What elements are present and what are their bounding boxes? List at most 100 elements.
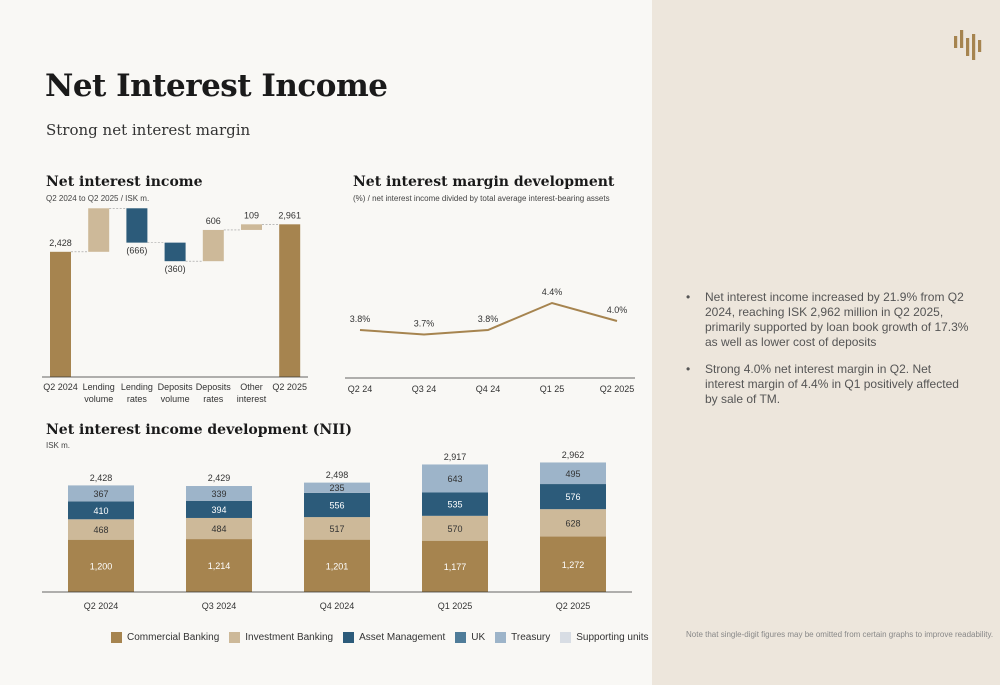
waterfall-tick-label: Other [240, 382, 263, 392]
summary-bullets: Net interest income increased by 21.9% f… [686, 290, 971, 419]
nii-chart-subtitle: ISK m. [46, 441, 71, 450]
nii-bar-segment [304, 482, 370, 493]
nii-bar-segment [540, 536, 606, 592]
nii-segment-label: 339 [211, 489, 226, 499]
waterfall-tick-label: rates [203, 394, 224, 404]
nii-chart-title: Net interest income development (NII) [46, 422, 352, 438]
nii-bar-segment [540, 484, 606, 510]
page-subtitle: Strong net interest margin [46, 121, 251, 139]
margin-value-label: 3.8% [478, 314, 499, 324]
waterfall-bar [126, 208, 148, 243]
waterfall-tick-label: Lending [121, 382, 153, 392]
nii-tick-label: Q2 2025 [556, 601, 591, 611]
waterfall-tick-label: rates [127, 394, 148, 404]
nii-total-label: 2,428 [90, 473, 113, 483]
waterfall-value-label: 606 [206, 216, 221, 226]
waterfall-tick-label: Q2 2024 [43, 382, 78, 392]
margin-value-label: 3.7% [414, 319, 435, 329]
nii-segment-label: 484 [211, 524, 226, 534]
margin-tick-label: Q2 24 [348, 384, 373, 394]
margin-value-label: 3.8% [350, 314, 371, 324]
nii-bar-segment [304, 539, 370, 592]
waterfall-tick-label: volume [161, 394, 190, 404]
nii-segment-label: 410 [93, 506, 108, 516]
waterfall-subtitle: Q2 2024 to Q2 2025 / ISK m. [46, 194, 150, 203]
nii-bar-segment [422, 515, 488, 541]
legend-item-uk: UK [455, 632, 485, 643]
legend-item-treasury: Treasury [495, 632, 550, 643]
nii-bar-segment [186, 486, 252, 501]
waterfall-tick-label: Lending [83, 382, 115, 392]
nii-segment-label: 1,200 [90, 561, 113, 571]
waterfall-title: Net interest income [46, 174, 203, 190]
nii-tick-label: Q2 2024 [84, 601, 119, 611]
nii-total-label: 2,917 [444, 452, 467, 462]
nii-bar-segment [186, 500, 252, 518]
nii-segment-label: 367 [93, 489, 108, 499]
margin-tick-label: Q4 24 [476, 384, 501, 394]
nii-segment-label: 468 [93, 525, 108, 535]
nii-segment-label: 394 [211, 505, 226, 515]
legend-swatch-supporting [560, 632, 572, 643]
bank-logo-icon [954, 30, 982, 60]
legend-item-supporting: Supporting units [560, 632, 649, 643]
nii-total-label: 2,962 [562, 450, 585, 460]
legend-swatch-investment [229, 632, 241, 643]
legend-item-asset: Asset Management [343, 632, 445, 643]
nii-bar-segment [304, 492, 370, 518]
nii-bar-segment [186, 517, 252, 540]
waterfall-bar [164, 242, 186, 262]
waterfall-value-label: 109 [244, 210, 259, 220]
nii-segment-label: 628 [565, 518, 580, 528]
nii-bar-segment [186, 539, 252, 592]
waterfall-tick-label: Q2 2025 [272, 382, 307, 392]
nii-segment-label: 576 [565, 492, 580, 502]
legend-label: Treasury [511, 632, 551, 643]
nii-legend: Commercial Banking Investment Banking As… [111, 632, 649, 643]
nii-bar-segment [540, 462, 606, 485]
legend-item-commercial: Commercial Banking [111, 632, 219, 643]
waterfall-bar [279, 224, 301, 377]
legend-label: Commercial Banking [127, 632, 220, 643]
footnote: Note that single-digit figures may be om… [686, 630, 994, 639]
waterfall-bar [241, 224, 262, 230]
margin-tick-label: Q2 2025 [600, 384, 635, 394]
legend-label: Investment Banking [245, 632, 334, 643]
nii-bar-segment [68, 485, 134, 502]
nii-bar-segment [422, 464, 488, 493]
nii-segment-label: 1,201 [326, 561, 349, 571]
waterfall-tick-label: Deposits [158, 382, 194, 392]
waterfall-bar [50, 251, 71, 377]
nii-tick-label: Q1 2025 [438, 601, 473, 611]
nii-bar-segment [68, 501, 134, 520]
nii-bar-segment [422, 540, 488, 592]
margin-tick-label: Q1 25 [540, 384, 565, 394]
nii-chart: 1,200 468 410 367 2,428 Q2 2024 1,214 484 394 339… [42, 450, 632, 611]
nii-segment-label: 1,272 [562, 560, 585, 570]
margin-chart-title: Net interest margin development [353, 174, 615, 190]
nii-segment-label: 556 [329, 500, 344, 510]
waterfall-value-label: (360) [165, 264, 186, 274]
nii-bar-segment [68, 519, 134, 540]
nii-bar-segment [68, 539, 134, 592]
nii-segment-label: 1,214 [208, 561, 231, 571]
nii-segment-label: 235 [329, 483, 344, 493]
legend-swatch-asset [343, 632, 355, 643]
waterfall-value-label: 2,428 [49, 238, 72, 248]
nii-bar-segment [304, 517, 370, 540]
bullet-item: Net interest income increased by 21.9% f… [686, 290, 971, 350]
legend-label: Asset Management [359, 632, 446, 643]
margin-chart: 3.8% Q2 24 3.7% Q3 24 3.8% Q4 24 4.4% Q1 25 4.0%… [345, 287, 635, 394]
waterfall-bar [88, 208, 110, 252]
nii-bar-segment [422, 492, 488, 516]
legend-label: Supporting units [576, 632, 649, 643]
waterfall-value-label: (666) [126, 246, 147, 256]
nii-segment-label: 535 [447, 500, 462, 510]
nii-segment-label: 643 [447, 474, 462, 484]
page-title: Net Interest Income [45, 68, 388, 104]
legend-item-investment: Investment Banking [229, 632, 333, 643]
nii-bar-segment [540, 509, 606, 537]
legend-label: UK [471, 632, 486, 643]
nii-segment-label: 570 [447, 524, 462, 534]
